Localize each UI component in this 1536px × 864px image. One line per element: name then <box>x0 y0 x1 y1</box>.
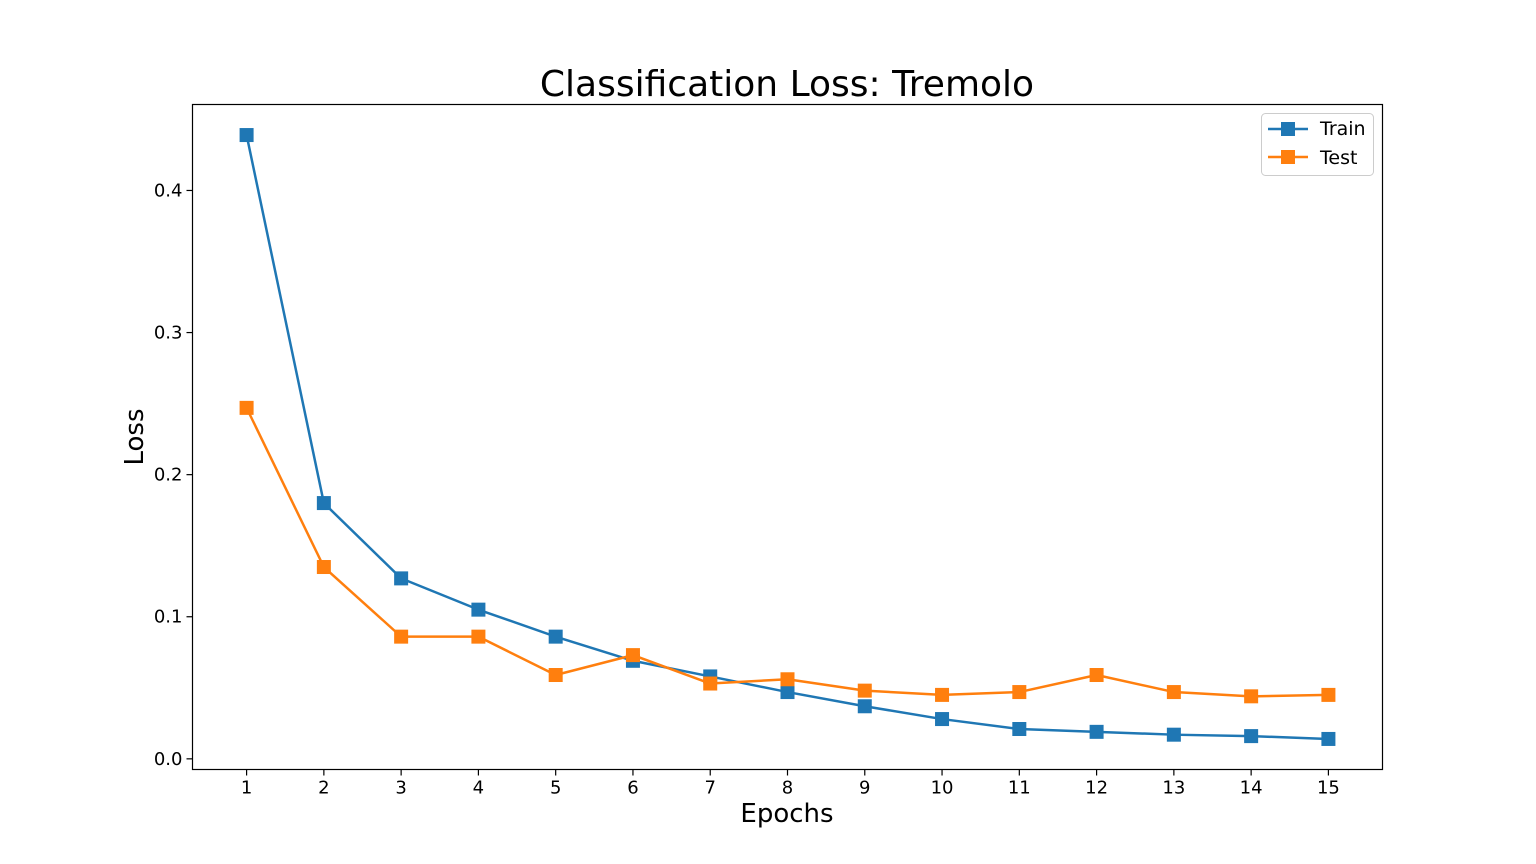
y-tick-label: 0.0 <box>154 749 183 770</box>
data-point-train <box>1012 722 1027 737</box>
data-point-test <box>625 648 640 663</box>
legend-label-train: Train <box>1319 118 1366 140</box>
data-point-train <box>394 571 409 586</box>
x-tick-label: 12 <box>1085 778 1108 799</box>
y-axis: 0.0 0.1 0.2 0.3 0.4 <box>154 180 193 770</box>
y-tick-label: 0.4 <box>154 180 183 201</box>
data-point-train <box>780 685 795 700</box>
x-tick-label: 8 <box>782 778 793 799</box>
data-point-test <box>394 629 409 644</box>
legend-marker-test <box>1281 150 1295 164</box>
data-point-test <box>1321 687 1336 702</box>
data-point-train <box>548 629 563 644</box>
data-point-train <box>857 699 872 714</box>
data-point-train <box>239 128 254 143</box>
data-point-test <box>1244 689 1259 704</box>
data-point-test <box>548 668 563 683</box>
x-axis-title: Epochs <box>740 799 833 829</box>
x-tick-label: 14 <box>1240 778 1263 799</box>
x-tick-label: 6 <box>627 778 638 799</box>
data-point-test <box>935 687 950 702</box>
chart-title: Classification Loss: Tremolo <box>540 64 1034 105</box>
y-tick-label: 0.3 <box>154 323 183 344</box>
x-tick-label: 5 <box>550 778 561 799</box>
x-tick-label: 7 <box>705 778 716 799</box>
legend-marker-train <box>1281 122 1295 136</box>
x-tick-label: 4 <box>473 778 484 799</box>
data-point-train <box>471 602 486 617</box>
x-tick-label: 3 <box>395 778 406 799</box>
series-test <box>239 400 1336 704</box>
legend: Train Test <box>1261 113 1374 176</box>
data-point-test <box>1166 685 1181 700</box>
data-point-test <box>703 676 718 691</box>
x-axis: 1 2 3 4 5 6 7 8 9 10 11 12 13 14 15 <box>241 769 1340 799</box>
legend-label-test: Test <box>1319 147 1357 169</box>
plot-area <box>239 128 1336 746</box>
data-point-test <box>780 672 795 687</box>
data-point-train <box>1089 724 1104 739</box>
legend-item-train: Train <box>1268 118 1366 140</box>
data-point-test <box>1012 685 1027 700</box>
x-tick-label: 10 <box>931 778 954 799</box>
data-point-train <box>1321 731 1336 746</box>
data-point-test <box>316 560 331 575</box>
x-tick-label: 2 <box>318 778 329 799</box>
data-point-train <box>1244 729 1259 744</box>
legend-item-test: Test <box>1268 147 1357 169</box>
data-point-train <box>1166 727 1181 742</box>
data-point-train <box>935 712 950 727</box>
data-point-train <box>316 496 331 511</box>
data-point-test <box>239 400 254 415</box>
y-axis-title: Loss <box>120 408 150 465</box>
x-tick-label: 11 <box>1008 778 1031 799</box>
x-tick-label: 13 <box>1162 778 1185 799</box>
data-point-test <box>1089 668 1104 683</box>
y-tick-label: 0.2 <box>154 465 183 486</box>
x-tick-label: 9 <box>859 778 870 799</box>
y-tick-label: 0.1 <box>154 607 183 628</box>
data-point-test <box>857 683 872 698</box>
data-point-test <box>471 629 486 644</box>
x-tick-label: 15 <box>1317 778 1340 799</box>
x-tick-label: 1 <box>241 778 252 799</box>
